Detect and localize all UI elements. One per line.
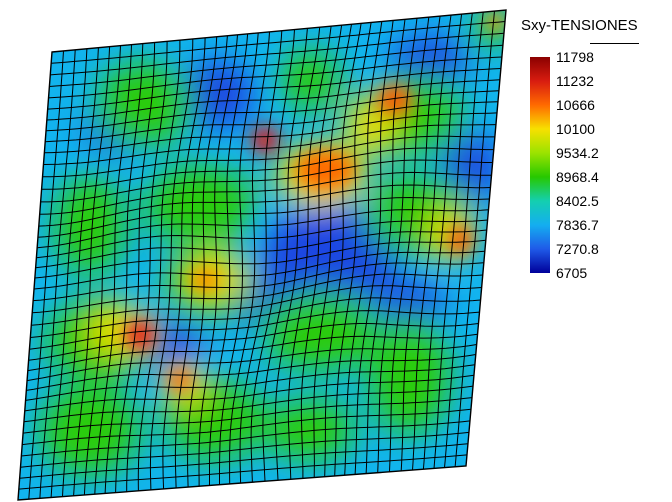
mesh-line [29, 310, 480, 350]
mesh-line [33, 250, 485, 290]
mesh-line [27, 344, 477, 382]
mesh-line [344, 21, 383, 476]
mesh-line [25, 364, 475, 401]
mesh-line [274, 27, 321, 481]
mesh-line [34, 239, 486, 279]
mesh-line [19, 443, 469, 479]
mesh-line [412, 15, 452, 471]
mesh-line [300, 25, 343, 479]
mesh-line [324, 23, 362, 477]
mesh-line [354, 20, 394, 475]
legend-title: Sxy-TENSIONES [521, 17, 638, 34]
colorbar-tick-label: 11232 [556, 73, 594, 89]
mesh-line [22, 408, 472, 446]
colorbar-tick-label: 8402.5 [556, 193, 599, 209]
mesh-line [454, 11, 495, 467]
mesh-line [18, 454, 468, 490]
mesh-line [377, 18, 418, 473]
mesh-line [21, 420, 471, 457]
mesh-line [32, 273, 483, 314]
mesh-line [33, 262, 484, 302]
legend-title-underline [590, 43, 639, 44]
mesh-line [389, 17, 430, 472]
mesh-line [400, 16, 441, 471]
mesh-line [262, 28, 308, 482]
colorbar-tick-label: 10666 [556, 97, 595, 113]
mesh-line [24, 374, 475, 412]
colorbar-tick-label: 6705 [556, 265, 588, 281]
mesh-line [26, 354, 476, 391]
mesh-line [31, 285, 482, 326]
contour-field [18, 10, 506, 500]
mesh-line [23, 397, 473, 434]
mesh-line [433, 13, 473, 469]
mesh-line [28, 323, 479, 361]
colorbar-tick-label: 9534.2 [556, 145, 599, 161]
mesh-line [313, 24, 352, 478]
colorbar-tick-label: 7270.8 [556, 241, 599, 257]
mesh-line [422, 14, 463, 470]
colorbar [530, 57, 550, 273]
mesh-line [365, 19, 406, 474]
domain-boundary [17, 9, 507, 501]
mesh-line [250, 29, 295, 483]
mesh-line [287, 26, 332, 480]
element-mesh [18, 11, 506, 500]
colorbar-tick-label: 10100 [556, 121, 595, 137]
colorbar-tick-label: 11798 [556, 49, 594, 65]
mesh-line [30, 297, 481, 338]
mesh-line [27, 333, 478, 372]
colorbar-tick-label: 7836.7 [556, 217, 599, 233]
mesh-line [23, 385, 474, 423]
mesh-line [444, 12, 484, 468]
colorbar-tick-label: 8968.4 [556, 169, 599, 185]
mesh-line [334, 22, 372, 477]
mesh-line [20, 431, 469, 468]
